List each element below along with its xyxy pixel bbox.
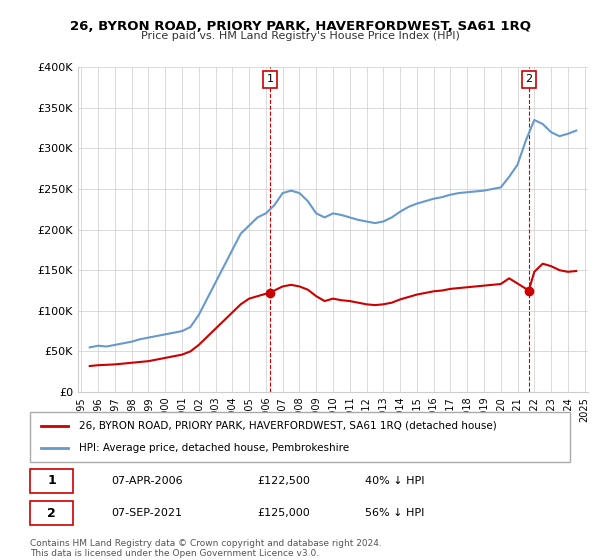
FancyBboxPatch shape	[30, 501, 73, 525]
Text: Price paid vs. HM Land Registry's House Price Index (HPI): Price paid vs. HM Land Registry's House …	[140, 31, 460, 41]
Text: 07-SEP-2021: 07-SEP-2021	[111, 508, 182, 518]
Text: £125,000: £125,000	[257, 508, 310, 518]
Text: HPI: Average price, detached house, Pembrokeshire: HPI: Average price, detached house, Pemb…	[79, 443, 349, 453]
Text: 1: 1	[266, 74, 274, 85]
FancyBboxPatch shape	[30, 469, 73, 493]
Text: 26, BYRON ROAD, PRIORY PARK, HAVERFORDWEST, SA61 1RQ: 26, BYRON ROAD, PRIORY PARK, HAVERFORDWE…	[70, 20, 530, 32]
Text: 40% ↓ HPI: 40% ↓ HPI	[365, 476, 424, 486]
Text: 07-APR-2006: 07-APR-2006	[111, 476, 182, 486]
Text: 1: 1	[47, 474, 56, 487]
Text: 56% ↓ HPI: 56% ↓ HPI	[365, 508, 424, 518]
Text: 2: 2	[47, 507, 56, 520]
Text: £122,500: £122,500	[257, 476, 310, 486]
Text: 26, BYRON ROAD, PRIORY PARK, HAVERFORDWEST, SA61 1RQ (detached house): 26, BYRON ROAD, PRIORY PARK, HAVERFORDWE…	[79, 421, 496, 431]
Text: 2: 2	[525, 74, 532, 85]
FancyBboxPatch shape	[30, 412, 570, 462]
Text: Contains HM Land Registry data © Crown copyright and database right 2024.
This d: Contains HM Land Registry data © Crown c…	[30, 539, 382, 558]
